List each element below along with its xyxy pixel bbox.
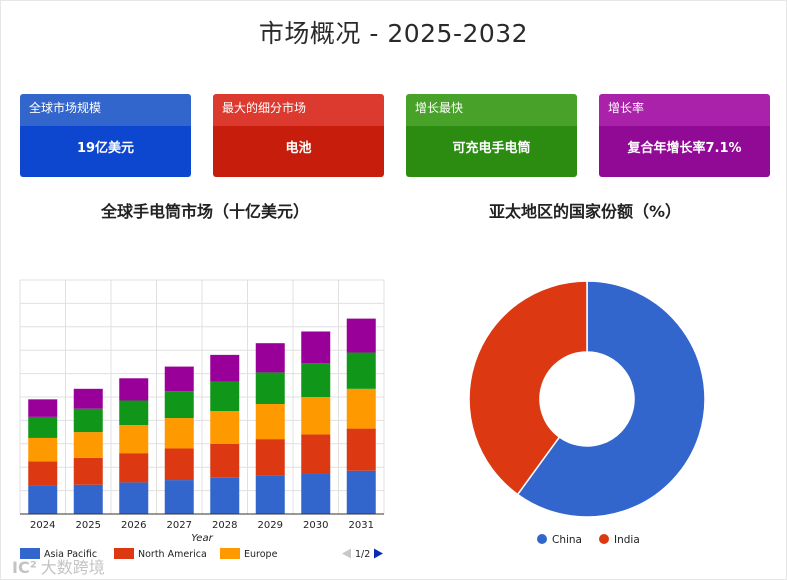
bar-asia-pacific-2028[interactable] bbox=[210, 477, 240, 514]
legend-label-india[interactable]: India bbox=[614, 534, 640, 546]
card-largest-segment-value: 电池 bbox=[213, 126, 384, 177]
bar-europe-2024[interactable] bbox=[28, 437, 58, 462]
bar-north-america-2030[interactable] bbox=[301, 434, 331, 474]
legend-swatch-north-america[interactable] bbox=[114, 548, 134, 559]
bar-europe-2026[interactable] bbox=[119, 425, 149, 454]
bar-middle-east-africa-2024[interactable] bbox=[28, 399, 58, 417]
legend-label-asia-pacific[interactable]: Asia Pacific bbox=[44, 549, 97, 560]
card-largest-segment: 最大的细分市场 电池 bbox=[213, 94, 384, 177]
bar-latin-america-2025[interactable] bbox=[73, 408, 103, 433]
bar-europe-2030[interactable] bbox=[301, 397, 331, 435]
bar-chart-title: 全球手电筒市场（十亿美元） bbox=[100, 202, 309, 221]
bar-asia-pacific-2025[interactable] bbox=[73, 484, 103, 514]
donut-chart: China India bbox=[468, 280, 706, 546]
donut-slice-india[interactable] bbox=[468, 280, 588, 496]
bar-middle-east-africa-2028[interactable] bbox=[210, 354, 240, 382]
card-market-size-label: 全球市场规模 bbox=[20, 94, 191, 126]
watermark-text: 大数跨境 bbox=[40, 558, 105, 577]
card-fastest-growth: 增长最快 可充电手电筒 bbox=[406, 94, 577, 177]
legend-swatch-europe[interactable] bbox=[220, 548, 240, 559]
card-largest-segment-label: 最大的细分市场 bbox=[213, 94, 384, 126]
bar-asia-pacific-2024[interactable] bbox=[28, 485, 58, 514]
watermark: IC² 大数跨境 bbox=[12, 554, 105, 578]
card-growth-rate-label: 增长率 bbox=[599, 94, 770, 126]
bar-middle-east-africa-2027[interactable] bbox=[164, 366, 194, 392]
bar-middle-east-africa-2031[interactable] bbox=[346, 318, 376, 353]
bar-latin-america-2029[interactable] bbox=[255, 372, 285, 405]
x-tick-label: 2027 bbox=[167, 520, 192, 531]
bar-latin-america-2027[interactable] bbox=[164, 391, 194, 419]
legend-page-indicator: 1/2 bbox=[355, 549, 370, 560]
legend-label-north-america[interactable]: North America bbox=[138, 549, 207, 560]
bar-chart: 2024 2025 2026 2027 2028 2029 2030 2031 Year Asia… bbox=[19, 279, 385, 560]
card-fastest-growth-value: 可充电手电筒 bbox=[406, 126, 577, 177]
donut-chart-title: 亚太地区的国家份额（%） bbox=[488, 202, 682, 221]
x-tick-label: 2026 bbox=[121, 520, 146, 531]
legend-dot-china[interactable] bbox=[537, 534, 547, 544]
x-tick-label: 2025 bbox=[76, 520, 101, 531]
bar-europe-2031[interactable] bbox=[346, 388, 376, 429]
bar-europe-2028[interactable] bbox=[210, 411, 240, 444]
x-tick-label: 2029 bbox=[258, 520, 283, 531]
bar-middle-east-africa-2029[interactable] bbox=[255, 343, 285, 373]
bar-asia-pacific-2030[interactable] bbox=[301, 473, 331, 514]
bar-asia-pacific-2026[interactable] bbox=[119, 482, 149, 514]
bar-asia-pacific-2027[interactable] bbox=[164, 480, 194, 514]
bar-middle-east-africa-2030[interactable] bbox=[301, 331, 331, 364]
x-axis-label: Year bbox=[191, 533, 213, 544]
card-fastest-growth-label: 增长最快 bbox=[406, 94, 577, 126]
bar-north-america-2025[interactable] bbox=[73, 457, 103, 485]
card-growth-rate: 增长率 复合年增长率7.1% bbox=[599, 94, 770, 177]
x-tick-label: 2028 bbox=[212, 520, 237, 531]
x-tick-label: 2030 bbox=[303, 520, 328, 531]
bar-middle-east-africa-2026[interactable] bbox=[119, 378, 149, 401]
watermark-logo: IC² bbox=[12, 558, 37, 577]
bar-europe-2029[interactable] bbox=[255, 404, 285, 440]
x-tick-label: 2031 bbox=[349, 520, 374, 531]
bar-north-america-2026[interactable] bbox=[119, 453, 149, 483]
donut-slice-china[interactable] bbox=[516, 280, 706, 518]
bar-north-america-2031[interactable] bbox=[346, 428, 376, 471]
legend-next-icon[interactable] bbox=[374, 548, 383, 559]
bar-latin-america-2030[interactable] bbox=[301, 363, 331, 397]
bar-north-america-2024[interactable] bbox=[28, 461, 58, 486]
bar-middle-east-africa-2025[interactable] bbox=[73, 388, 103, 409]
legend-dot-india[interactable] bbox=[599, 534, 609, 544]
page-title: 市场概况 - 2025-2032 bbox=[258, 19, 529, 48]
bar-latin-america-2028[interactable] bbox=[210, 381, 240, 412]
legend-prev-icon[interactable] bbox=[342, 548, 351, 559]
bar-asia-pacific-2031[interactable] bbox=[346, 470, 376, 514]
bar-europe-2027[interactable] bbox=[164, 418, 194, 449]
bar-europe-2025[interactable] bbox=[73, 432, 103, 458]
bar-north-america-2028[interactable] bbox=[210, 443, 240, 478]
bar-latin-america-2024[interactable] bbox=[28, 416, 58, 438]
legend-swatch-asia-pacific[interactable] bbox=[20, 548, 40, 559]
x-tick-label: 2024 bbox=[30, 520, 55, 531]
bar-latin-america-2026[interactable] bbox=[119, 400, 149, 426]
card-market-size: 全球市场规模 19亿美元 bbox=[20, 94, 191, 177]
bar-north-america-2027[interactable] bbox=[164, 448, 194, 481]
legend-label-china[interactable]: China bbox=[552, 534, 582, 546]
card-market-size-value: 19亿美元 bbox=[20, 126, 191, 177]
bar-asia-pacific-2029[interactable] bbox=[255, 475, 285, 514]
bar-north-america-2029[interactable] bbox=[255, 439, 285, 476]
bar-latin-america-2031[interactable] bbox=[346, 352, 376, 389]
card-growth-rate-value: 复合年增长率7.1% bbox=[599, 126, 770, 177]
legend-label-europe[interactable]: Europe bbox=[244, 549, 278, 560]
